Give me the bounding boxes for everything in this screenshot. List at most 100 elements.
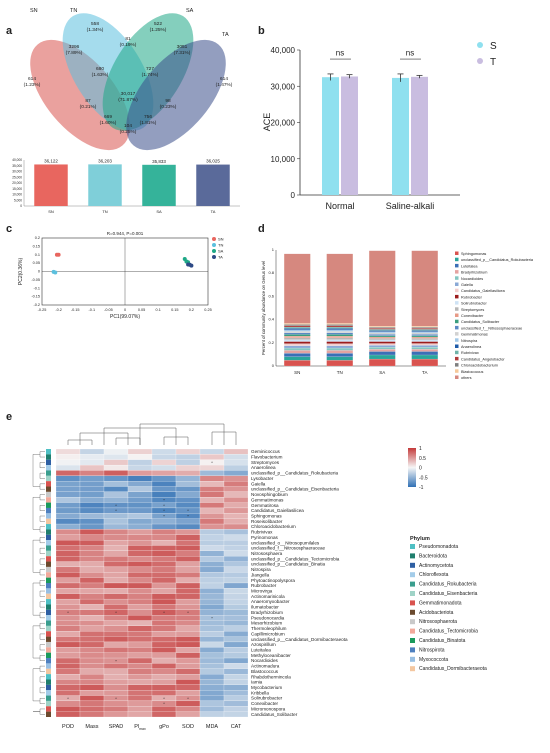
heatmap-cell — [79, 641, 105, 648]
dendrogram-branch — [39, 623, 45, 629]
heatmap-cell — [223, 668, 249, 675]
genus-bar-segment — [284, 347, 311, 351]
dendrogram-branch — [39, 601, 45, 608]
phylum-legend-swatch — [410, 609, 415, 615]
heatmap-cell — [103, 448, 129, 455]
heatmap-cell — [55, 470, 81, 476]
heatmap-row-label: unclassified_p__Candidatus_Dormibacterae… — [251, 637, 348, 642]
genus-bar-segment — [411, 339, 439, 342]
pcoa-ytick: 0.2 — [35, 236, 40, 240]
heatmap-cell — [223, 695, 249, 702]
heatmap-row-label: Nitrospira — [251, 567, 271, 572]
heatmap-cell — [175, 486, 201, 492]
venn-bar-ytick: 30,000 — [12, 170, 22, 174]
heatmap-cell — [223, 657, 249, 664]
heatmap-cell — [55, 448, 81, 455]
phylum-legend-label: Nitrospirota — [419, 647, 445, 653]
heatmap-cell — [151, 663, 177, 669]
heatmap-significance-star: * — [163, 498, 165, 503]
heatmap-cell — [223, 700, 249, 707]
pcoa-legend-dot — [212, 243, 216, 247]
heatmap-cell — [79, 545, 105, 551]
heatmap-phylum-bar — [46, 550, 51, 557]
heatmap-phylum-bar — [46, 491, 51, 498]
heatmap-cell — [103, 470, 129, 476]
heatmap-cell — [199, 604, 225, 610]
heatmap-cell — [223, 582, 249, 589]
heatmap-cell — [79, 663, 105, 669]
heatmap-cell — [127, 464, 153, 471]
heatmap-phylum-bar — [46, 481, 51, 487]
venn-bar-value-label: 36,122 — [44, 158, 58, 163]
genus-bar-segment — [326, 332, 354, 335]
ace-bar — [341, 76, 358, 195]
heatmap-cell — [79, 561, 105, 568]
heatmap-significance-star: * — [211, 615, 213, 620]
heatmap-cell — [55, 529, 81, 535]
heatmap-row-label: Mesorhizobium — [251, 621, 282, 626]
genus-bar-segment — [326, 337, 354, 340]
panel-label-b: b — [258, 25, 265, 37]
heatmap-cell — [223, 647, 249, 653]
heatmap-cell — [199, 636, 225, 643]
genus-legend-swatch — [455, 307, 459, 311]
dendrogram-branch — [39, 451, 45, 458]
dendrogram-branch — [39, 558, 45, 565]
heatmap-cell — [79, 690, 105, 696]
pcoa-legend-label: TN — [218, 243, 223, 248]
pcoa-ytick: 0.15 — [33, 244, 40, 248]
genus-legend-swatch — [455, 276, 459, 280]
phylum-legend-label: Actinomycetota — [419, 563, 453, 569]
heatmap-phylum-bar — [46, 529, 51, 535]
heatmap-cell — [223, 502, 249, 509]
heatmap-cell — [223, 470, 249, 476]
heatmap-row-label: Jiangella — [251, 572, 270, 577]
heatmap-cell — [175, 598, 201, 605]
genus-ytick: 0.8 — [268, 270, 274, 275]
venn-region-count: 669 — [104, 114, 112, 120]
heatmap-phylum-bar — [46, 475, 51, 482]
genus-bar-segment — [284, 335, 311, 338]
heatmap-cell — [199, 598, 225, 605]
venn-region-count: 3051 — [177, 44, 188, 50]
venn-region-count: 98 — [165, 98, 171, 104]
heatmap-cell — [151, 620, 177, 626]
heatmap-phylum-bar — [46, 524, 51, 530]
heatmap-cell — [79, 502, 105, 509]
genus-legend-label: Nocardioides — [461, 277, 483, 281]
genus-bar-segment — [326, 331, 354, 333]
phylum-legend-label: Myxococcota — [419, 657, 448, 663]
heatmap-cell — [103, 668, 129, 675]
heatmap-cell — [199, 507, 225, 514]
pcoa-point-ta — [186, 262, 191, 267]
venn-region-count: 756 — [144, 114, 152, 120]
heatmap-cell — [79, 674, 105, 680]
heatmap-cell — [151, 657, 177, 664]
genus-legend-label: others — [461, 376, 472, 380]
heatmap-cell — [55, 513, 81, 519]
heatmap-cell — [79, 491, 105, 498]
genus-ytick: 0 — [272, 363, 275, 368]
pcoa-ytick: -0.15 — [31, 295, 40, 299]
heatmap-cell — [79, 572, 105, 578]
heatmap-cell — [55, 464, 81, 471]
ace-category: Normal — [325, 201, 354, 211]
heatmap-cell — [175, 523, 201, 530]
heatmap-cell — [127, 540, 153, 546]
heatmap-cell — [127, 470, 153, 476]
heatmap-cell — [175, 464, 201, 471]
heatmap-cell — [199, 513, 225, 519]
venn-region-pct: (1.23%) — [24, 82, 41, 88]
heatmap-cell — [55, 706, 81, 712]
heatmap-cell — [175, 615, 201, 621]
heatmap-cell — [175, 706, 201, 712]
heatmap-phylum-bar — [46, 486, 51, 492]
heatmap-cell — [199, 625, 225, 632]
genus-legend-label: Candidatus_Solibacter — [461, 320, 500, 324]
genus-bar-segment — [326, 335, 354, 338]
heatmap-cell — [103, 491, 129, 498]
heatmap-cell — [223, 706, 249, 712]
genus-bar-segment — [284, 350, 311, 354]
heatmap-phylum-bar — [46, 572, 51, 578]
heatmap-cell — [151, 572, 177, 578]
